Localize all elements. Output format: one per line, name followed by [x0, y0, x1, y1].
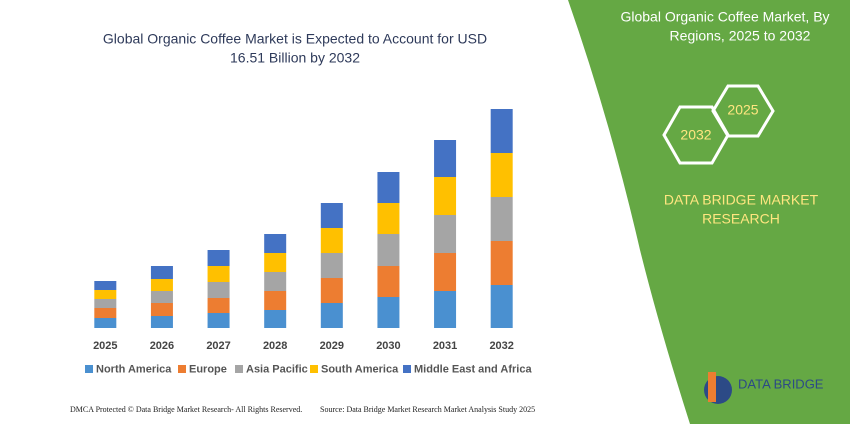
x-tick-label: 2026 [150, 340, 174, 352]
bar-segment [377, 234, 400, 266]
bar-segment [490, 197, 513, 241]
bar-segment [320, 228, 343, 253]
legend-label: Europe [189, 363, 227, 375]
x-tick-label: 2027 [206, 340, 230, 352]
panel-title: Global Organic Coffee Market, By [620, 9, 829, 25]
hexagon-label: 2025 [727, 102, 758, 118]
legend-marker [178, 365, 186, 373]
legend-label: Middle East and Africa [414, 363, 532, 375]
bar-segment [150, 279, 173, 291]
bar-segment [150, 303, 173, 316]
brand-text: RESEARCH [702, 211, 780, 227]
bar-segment [94, 318, 117, 328]
bar-segment [207, 250, 230, 266]
legend-marker [310, 365, 318, 373]
bar-segment [264, 291, 287, 310]
plot: 2025 2026 2027 2028 2029 2030 2031 2032 North Am… [85, 109, 532, 375]
bar-segment [94, 281, 117, 290]
bar-segment [264, 310, 287, 328]
legend-label: North America [96, 363, 172, 375]
bar-segment [150, 291, 173, 303]
chart-title: Global Organic Coffee Market is Expected… [103, 31, 487, 47]
brand-text: DATA BRIDGE MARKET [664, 192, 819, 208]
panel-title: Regions, 2025 to 2032 [670, 28, 811, 44]
bar-segment [207, 298, 230, 313]
legend-marker [235, 365, 243, 373]
x-tick-label: 2031 [433, 340, 457, 352]
bar-segment [94, 308, 117, 318]
legend-marker [85, 365, 93, 373]
bar-segment [320, 278, 343, 303]
x-tick-label: 2025 [93, 340, 117, 352]
bar-segment [377, 297, 400, 328]
x-tick-label: 2028 [263, 340, 287, 352]
hexagon [662, 105, 730, 165]
bar-segment [207, 282, 230, 298]
bar-segment [434, 215, 457, 253]
bar-segment [150, 266, 173, 279]
x-tick-label: 2029 [320, 340, 344, 352]
bar-segment [434, 291, 457, 328]
bar-segment [207, 313, 230, 328]
x-tick-label: 2030 [376, 340, 400, 352]
bar-segment [94, 290, 117, 299]
hexagon [711, 84, 775, 138]
bar-segment [94, 299, 117, 308]
bar-segment [377, 172, 400, 203]
hexagon-label: 2032 [680, 127, 711, 143]
bar-segment [377, 266, 400, 297]
bar-segment [434, 253, 457, 291]
x-tick-label: 2032 [489, 340, 513, 352]
bar-segment [490, 153, 513, 197]
green-panel [568, 0, 850, 424]
bar-segment [490, 109, 513, 153]
bar-segment [264, 272, 287, 291]
footer-source: Source: Data Bridge Market Research Mark… [320, 405, 535, 414]
legend-label: Asia Pacific [246, 363, 308, 375]
logo-icon [708, 372, 716, 402]
legend-marker [403, 365, 411, 373]
legend-label: South America [321, 363, 399, 375]
logo-text: DATA BRIDGE [738, 376, 824, 391]
bar-segment [490, 285, 513, 328]
footer-notice: DMCA Protected © Data Bridge Market Rese… [70, 405, 302, 414]
bar-segment [434, 177, 457, 215]
bar-segment [377, 203, 400, 234]
bar-segment [320, 303, 343, 328]
chart-title: 16.51 Billion by 2032 [230, 50, 360, 66]
bar-segment [434, 140, 457, 177]
bar-segment [320, 203, 343, 228]
bar-segment [207, 266, 230, 282]
bar-segment [320, 253, 343, 278]
bar-segment [490, 241, 513, 285]
bar-segment [264, 234, 287, 253]
bar-segment [264, 253, 287, 272]
bar-segment [150, 316, 173, 328]
